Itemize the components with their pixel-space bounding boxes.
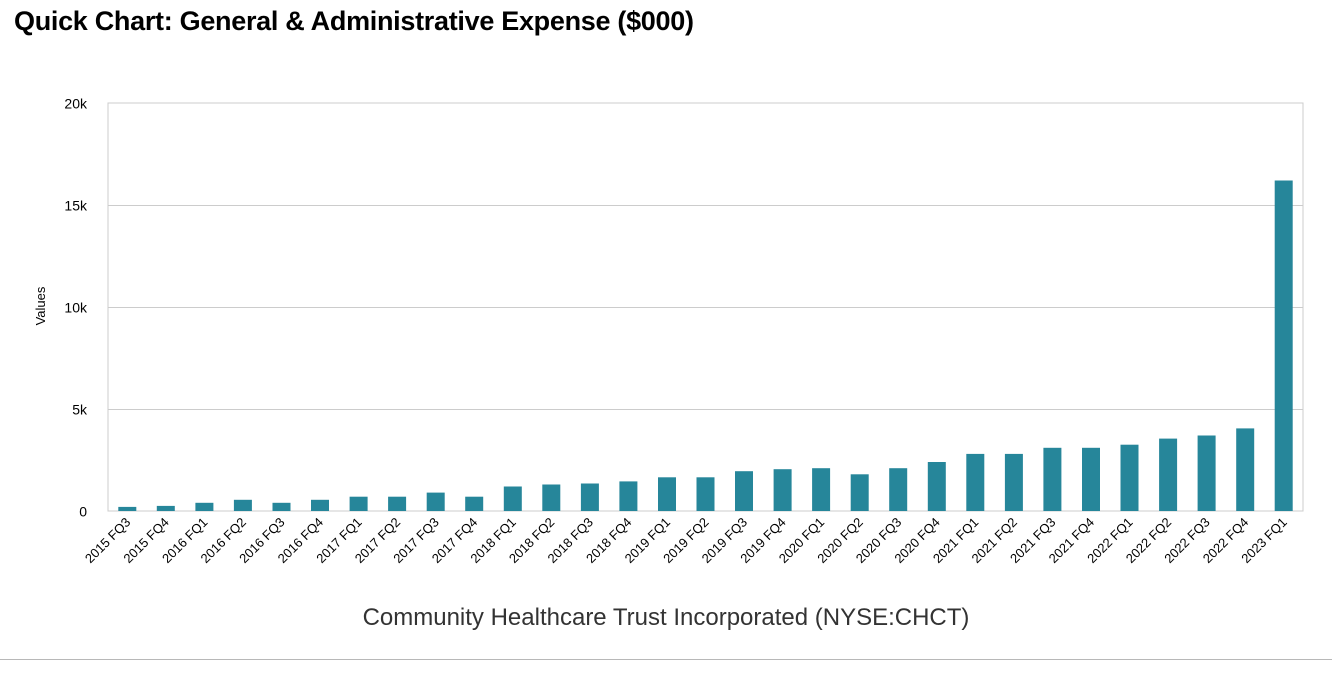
y-tick-label: 15k <box>64 198 88 214</box>
bar <box>1236 428 1255 511</box>
bar <box>1082 447 1100 511</box>
bar <box>503 486 522 511</box>
bars <box>118 180 1293 511</box>
y-tick-labels: 0 5k 10k 15k 20k <box>64 96 88 520</box>
bar <box>542 484 561 511</box>
chart-title: Quick Chart: General & Administrative Ex… <box>14 6 694 36</box>
bar <box>927 462 946 511</box>
bar <box>1120 444 1139 511</box>
bar <box>696 477 715 511</box>
bar <box>426 492 445 511</box>
bar <box>388 496 407 511</box>
x-axis-label: Community Healthcare Trust Incorporated … <box>363 604 970 631</box>
bar <box>195 502 214 511</box>
bar <box>1043 447 1062 511</box>
y-tick-label: 0 <box>79 504 87 520</box>
bar <box>1004 453 1023 511</box>
bottom-divider <box>0 659 1332 660</box>
bar <box>311 499 329 511</box>
bar <box>465 496 484 511</box>
bar <box>118 506 137 511</box>
bar <box>812 468 831 511</box>
bar <box>272 502 291 511</box>
bar <box>1159 438 1178 511</box>
bar <box>966 453 985 511</box>
y-tick-label: 5k <box>72 402 88 418</box>
bar <box>233 499 252 511</box>
bar <box>156 505 175 511</box>
bar <box>619 481 638 511</box>
bar <box>889 468 908 511</box>
y-tick-label: 20k <box>64 96 88 112</box>
bar <box>735 471 753 511</box>
bar <box>580 483 599 511</box>
bar <box>349 496 368 511</box>
y-tick-label: 10k <box>64 300 88 316</box>
bar <box>773 469 792 511</box>
y-axis-label: Values <box>33 286 48 325</box>
bar <box>1274 180 1293 511</box>
bar <box>1197 435 1216 511</box>
bar <box>658 477 676 511</box>
bar <box>850 474 869 511</box>
